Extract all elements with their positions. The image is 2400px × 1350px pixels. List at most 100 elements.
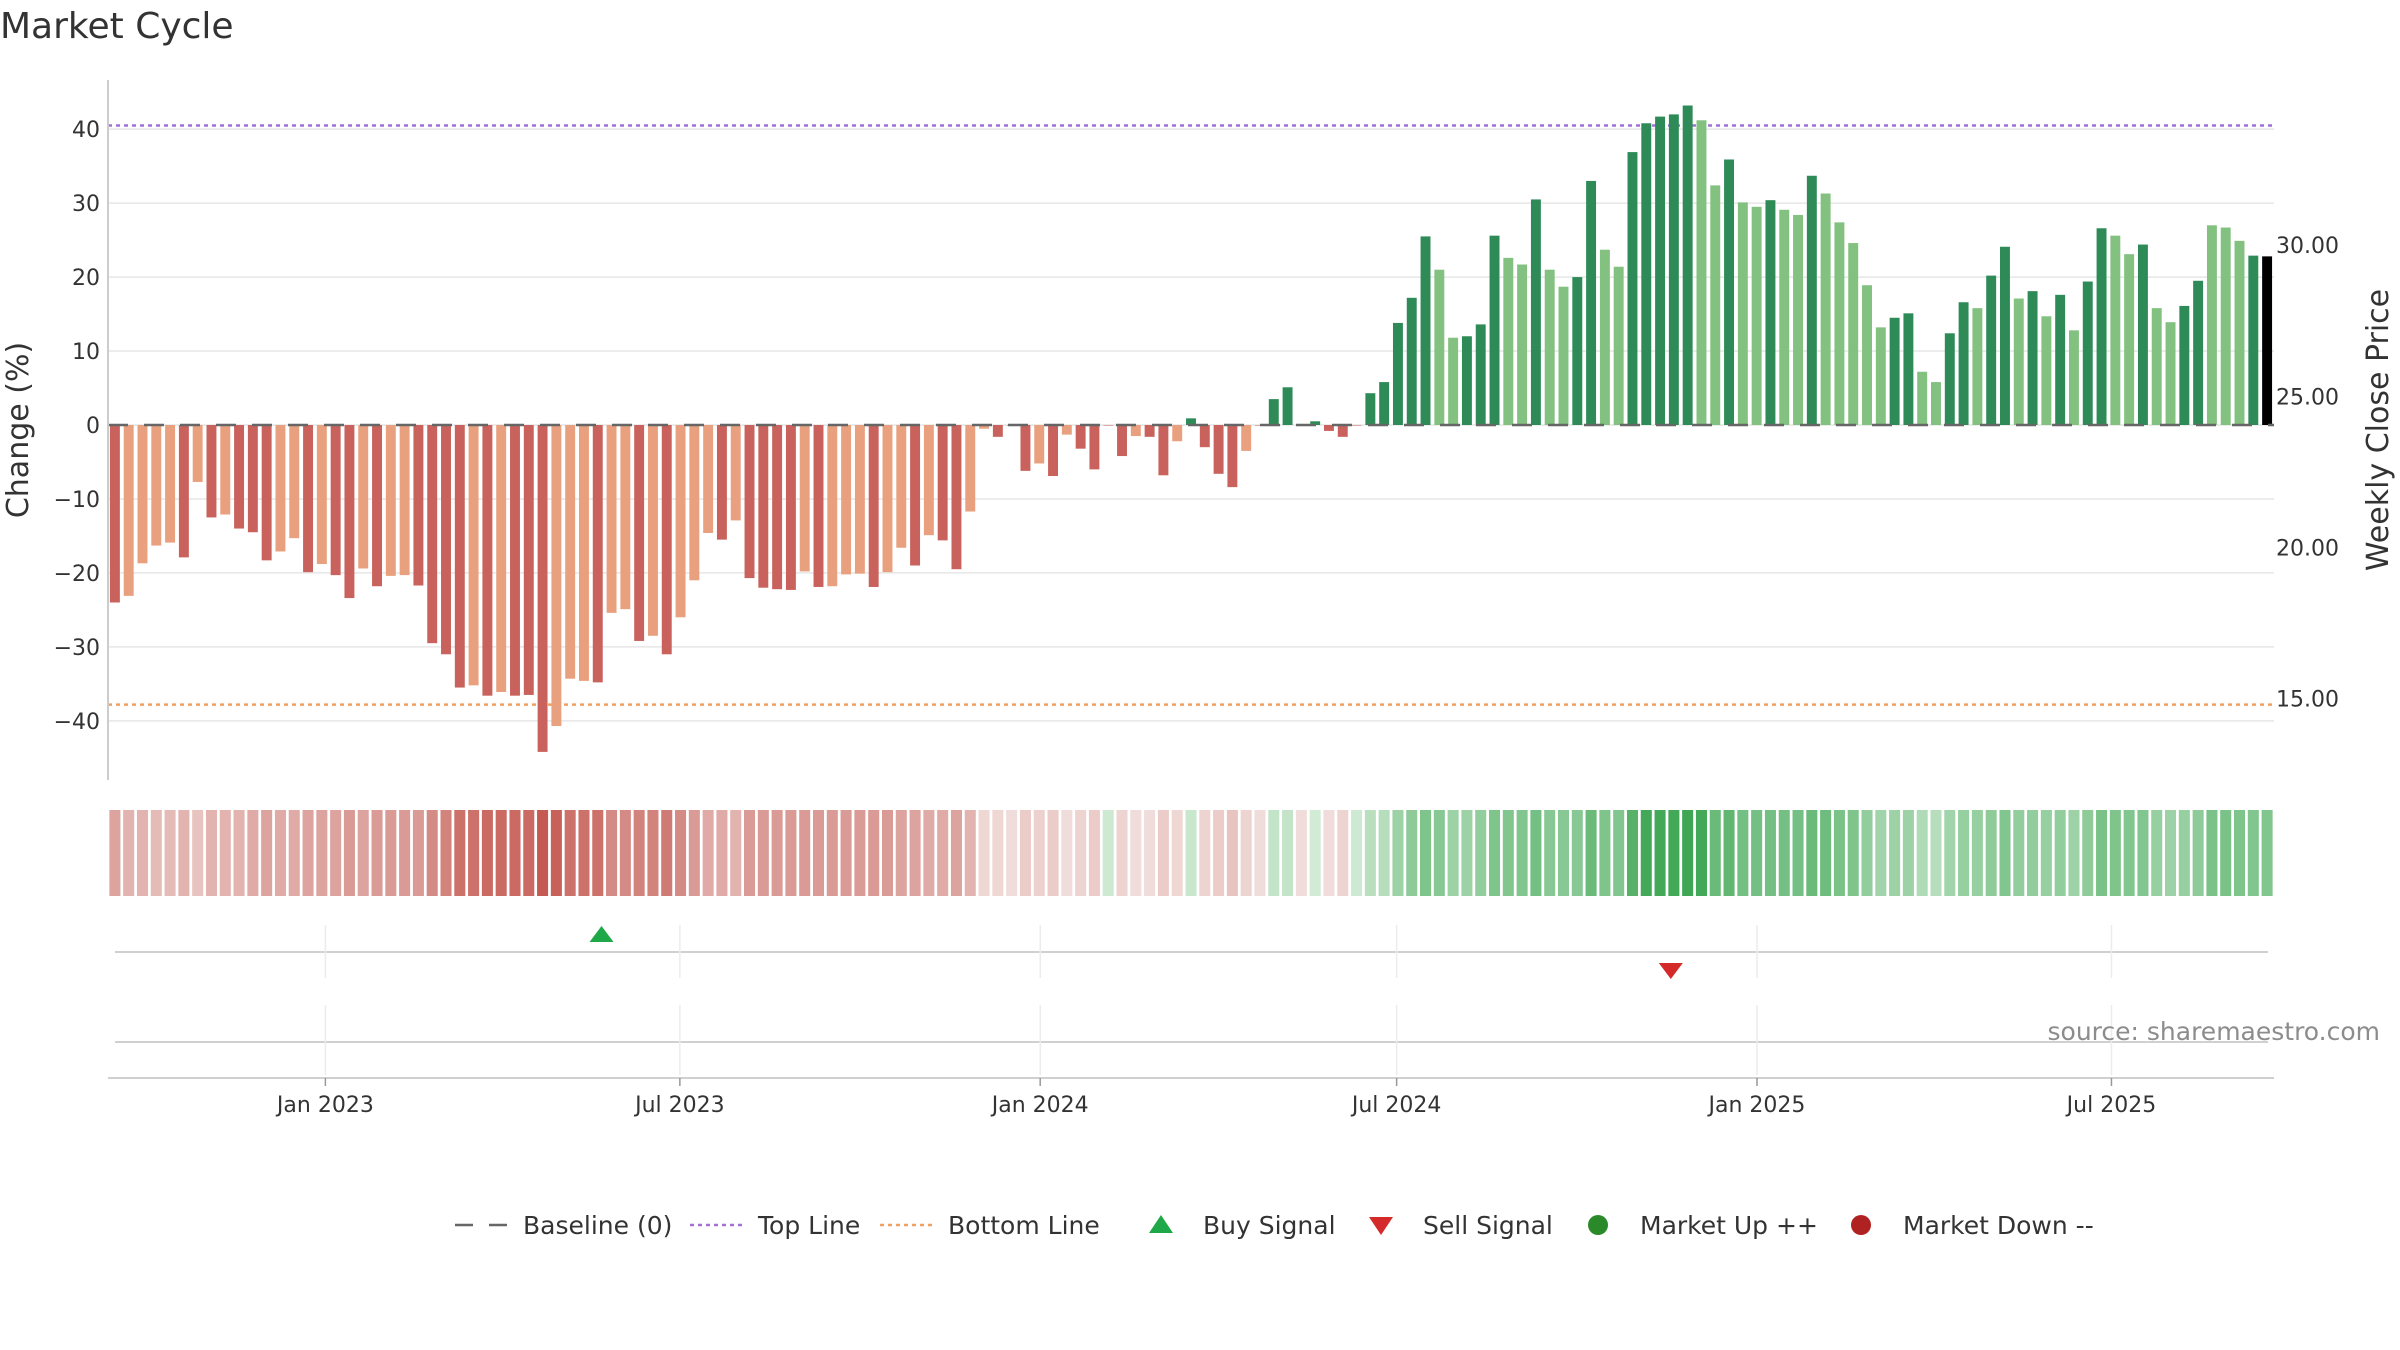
heat-cell (1516, 810, 1528, 896)
heat-cell (1157, 810, 1169, 896)
x-axis-ticks: Jan 2023 Jul 2023 Jan 2024 Jul 2024 Jan 2025… (275, 1078, 2156, 1118)
bar (137, 425, 148, 564)
bar (923, 425, 934, 536)
heat-cell (757, 810, 769, 896)
heat-cell (2054, 810, 2066, 896)
bar (1889, 317, 1900, 425)
bar (234, 425, 245, 529)
bar (2000, 246, 2010, 425)
heat-cell (495, 810, 507, 896)
bar (1117, 425, 1127, 457)
bar (303, 425, 314, 573)
bar (854, 425, 865, 574)
heat-cell (1378, 810, 1390, 896)
heat-cell (247, 810, 259, 896)
y2-axis-ticks: 30.00 25.00 20.00 15.00 (2276, 234, 2339, 712)
heat-cell (2109, 810, 2121, 896)
bar (1020, 425, 1031, 471)
bar (316, 425, 327, 565)
bar (579, 425, 589, 681)
heat-cell (895, 810, 907, 896)
heat-cell (2192, 810, 2204, 896)
heat-cell (2040, 810, 2052, 896)
y-tick-label: 30 (72, 192, 100, 217)
heat-cell (661, 810, 673, 896)
bar (744, 425, 755, 579)
bar (1282, 387, 1293, 425)
heat-cell (1337, 810, 1349, 896)
y2-axis-title: Weekly Close Price (2361, 289, 2396, 571)
bar (868, 425, 879, 587)
heat-cell (2220, 810, 2232, 896)
bar (2234, 240, 2245, 425)
bar (358, 425, 369, 569)
heat-cell (2247, 810, 2259, 896)
heat-cell (219, 810, 231, 896)
bar (1641, 123, 1652, 425)
y-tick-label: 20 (72, 266, 100, 291)
bar (565, 425, 576, 679)
heat-cell (1254, 810, 1266, 896)
bar (2248, 255, 2259, 425)
heat-cell (564, 810, 576, 896)
bar (1144, 425, 1155, 437)
y-tick-label: 40 (72, 118, 100, 143)
bar (1517, 264, 1528, 425)
bar (523, 425, 534, 695)
y-tick-label: −40 (54, 710, 100, 735)
heat-cell (1447, 810, 1459, 896)
heat-cell (1571, 810, 1583, 896)
heat-cell (136, 810, 149, 896)
bar (1696, 120, 1707, 426)
heat-cell (357, 810, 369, 896)
bar (2027, 291, 2038, 425)
bar (344, 425, 355, 599)
heat-cell (1806, 810, 1818, 896)
bar (1627, 152, 1638, 425)
bar (192, 425, 203, 482)
y-axis-title: Change (%) (1, 342, 36, 518)
bar (2041, 316, 2052, 425)
heat-cell (1213, 810, 1225, 896)
legend-item: Buy Signal (1149, 1211, 1336, 1240)
bar (910, 425, 921, 566)
y2-tick-label: 30.00 (2276, 234, 2339, 259)
heat-cell (978, 810, 990, 896)
heat-cell (826, 810, 838, 896)
heat-cell (1585, 810, 1597, 896)
bar-series (109, 105, 2273, 752)
heat-cell (2027, 810, 2039, 896)
heat-cell (1295, 810, 1307, 896)
bar (1199, 425, 1210, 448)
bar (1310, 421, 1321, 425)
heat-cell (1351, 810, 1363, 896)
bar (178, 425, 189, 558)
bar (1379, 382, 1390, 425)
heat-cell (1130, 810, 1142, 896)
bar (1103, 425, 1114, 426)
legend-label: Buy Signal (1203, 1211, 1336, 1240)
heat-cell (592, 810, 604, 896)
bar (1351, 425, 1362, 426)
bar (1434, 269, 1445, 425)
heat-cell (1102, 810, 1114, 896)
heat-cell (1544, 810, 1556, 896)
bar (1834, 222, 1845, 425)
bar (1820, 193, 1831, 425)
heat-cell (1682, 810, 1694, 896)
heat-cell (1420, 810, 1432, 896)
bar (109, 425, 120, 603)
heat-cell (730, 810, 742, 896)
bar (1848, 243, 1859, 425)
bar (661, 425, 672, 655)
legend-buy-icon (1149, 1215, 1173, 1233)
bar (951, 425, 962, 570)
x-tick-label: Jul 2023 (633, 1093, 725, 1118)
heat-cell (343, 810, 355, 896)
bar (275, 425, 286, 552)
bar (1572, 277, 1583, 425)
bar (1599, 249, 1610, 425)
x-tick-label: Jul 2024 (1350, 1093, 1442, 1118)
bar (647, 425, 658, 636)
heat-cell (1626, 810, 1638, 896)
